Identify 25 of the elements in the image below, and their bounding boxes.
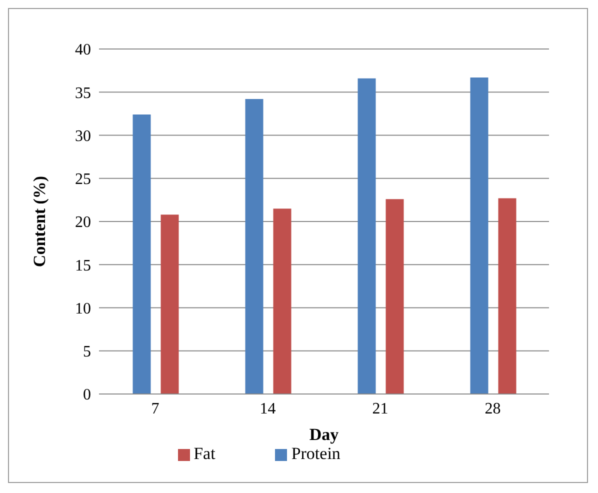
y-tick-label: 5 — [83, 344, 91, 361]
bar — [498, 198, 516, 394]
legend-label: Fat — [194, 444, 216, 463]
bar — [470, 77, 488, 394]
x-tick-label: 21 — [372, 400, 388, 418]
x-tick-label: 14 — [260, 400, 276, 418]
bar — [160, 214, 179, 394]
bar — [386, 199, 404, 394]
y-tick-label: 10 — [75, 300, 91, 318]
y-tick-label: 35 — [75, 84, 91, 102]
y-tick-label: 30 — [75, 128, 91, 145]
y-tick-label: 0 — [83, 386, 91, 404]
bar — [132, 114, 151, 394]
x-tick-label: 7 — [151, 400, 160, 418]
legend-label: Protein — [291, 444, 340, 463]
y-axis-title: Content (%) — [30, 176, 50, 268]
bar — [358, 78, 376, 394]
x-tick-label: 28 — [484, 400, 501, 418]
y-tick-label: 40 — [75, 42, 91, 59]
bar — [273, 208, 292, 394]
bar — [245, 99, 264, 394]
y-tick-label: 15 — [75, 257, 91, 274]
y-tick-label: 20 — [75, 214, 91, 232]
x-axis-title: Day — [309, 425, 340, 444]
y-tick-label: 25 — [75, 171, 91, 188]
